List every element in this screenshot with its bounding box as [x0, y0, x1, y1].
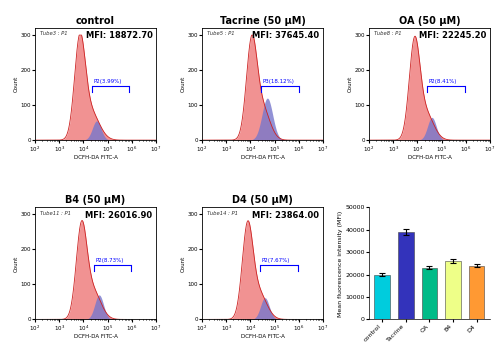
- Text: Tube8 : P1: Tube8 : P1: [374, 32, 402, 37]
- Text: P2(8.73%): P2(8.73%): [95, 258, 124, 263]
- Text: Tube14 : P1: Tube14 : P1: [207, 211, 238, 216]
- Text: MFI: 37645.40: MFI: 37645.40: [252, 32, 320, 40]
- Y-axis label: Count: Count: [14, 255, 19, 272]
- Bar: [398, 232, 413, 319]
- Y-axis label: Count: Count: [348, 76, 353, 92]
- Title: B4 (50 μM): B4 (50 μM): [66, 195, 126, 205]
- X-axis label: DCFH-DA FITC-A: DCFH-DA FITC-A: [74, 155, 118, 160]
- Text: Tube5 : P1: Tube5 : P1: [207, 32, 234, 37]
- Text: MFI: 23864.00: MFI: 23864.00: [252, 211, 320, 220]
- X-axis label: DCFH-DA FITC-A: DCFH-DA FITC-A: [74, 334, 118, 339]
- Text: Tube11 : P1: Tube11 : P1: [40, 211, 71, 216]
- Title: Tacrine (50 μM): Tacrine (50 μM): [220, 16, 306, 26]
- X-axis label: DCFH-DA FITC-A: DCFH-DA FITC-A: [240, 155, 284, 160]
- Y-axis label: Count: Count: [181, 255, 186, 272]
- Text: Tube3 : P1: Tube3 : P1: [40, 32, 68, 37]
- Text: MFI: 18872.70: MFI: 18872.70: [86, 32, 152, 40]
- X-axis label: DCFH-DA FITC-A: DCFH-DA FITC-A: [408, 155, 452, 160]
- Text: MFI: 22245.20: MFI: 22245.20: [419, 32, 486, 40]
- Y-axis label: Mean fluorescence intensity (MFI): Mean fluorescence intensity (MFI): [338, 210, 342, 317]
- Bar: [469, 266, 484, 319]
- Text: P2(8.41%): P2(8.41%): [428, 79, 457, 84]
- Text: P3(18.12%): P3(18.12%): [263, 79, 294, 84]
- Title: control: control: [76, 16, 115, 26]
- Text: MFI: 26016.90: MFI: 26016.90: [86, 211, 152, 220]
- Y-axis label: Count: Count: [14, 76, 19, 92]
- X-axis label: DCFH-DA FITC-A: DCFH-DA FITC-A: [240, 334, 284, 339]
- Bar: [422, 268, 437, 319]
- Title: OA (50 μM): OA (50 μM): [398, 16, 460, 26]
- Bar: [374, 274, 390, 319]
- Title: D4 (50 μM): D4 (50 μM): [232, 195, 293, 205]
- Text: P2(3.99%): P2(3.99%): [94, 79, 122, 84]
- Text: P2(7.67%): P2(7.67%): [262, 258, 290, 263]
- Y-axis label: Count: Count: [181, 76, 186, 92]
- Bar: [446, 261, 461, 319]
